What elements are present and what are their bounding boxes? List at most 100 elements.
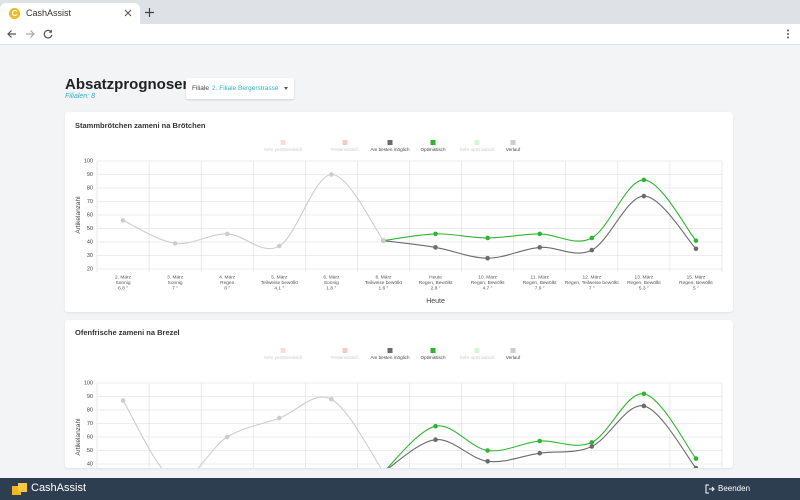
y-tick-label: 90 xyxy=(87,172,93,178)
x-tick-label: 7 ° xyxy=(172,285,178,291)
page-title: Absatzprognosen xyxy=(65,76,192,93)
x-tick-label: Regen, Bewölkt xyxy=(471,280,505,286)
x-tick-label: Regen, Bewölkt xyxy=(419,280,453,286)
legend-label[interactable]: Am besten möglich xyxy=(370,147,410,152)
chart-card: Stammbrötchen zameni na Brötchen Sehr pes… xyxy=(65,112,733,312)
legend-swatch xyxy=(387,140,393,145)
data-point xyxy=(537,450,543,456)
legend-label[interactable]: Sehr optimistisch xyxy=(460,147,495,152)
legend-label[interactable]: Sehr optimistisch xyxy=(460,355,495,360)
forward-button[interactable] xyxy=(25,29,35,39)
legend-swatch xyxy=(387,348,393,353)
data-point xyxy=(485,255,490,261)
x-tick-label: 3. März xyxy=(167,274,184,280)
new-tab[interactable] xyxy=(145,8,154,17)
data-point xyxy=(537,231,543,237)
x-tick-label: 4.1 ° xyxy=(274,285,284,291)
x-tick-label: 12. März xyxy=(582,274,601,280)
data-point xyxy=(224,434,230,440)
browser-toolbar xyxy=(0,24,800,45)
data-point xyxy=(641,193,647,199)
data-point xyxy=(381,238,386,243)
data-point xyxy=(172,241,178,246)
data-point xyxy=(485,448,490,453)
y-tick-label: 50 xyxy=(87,226,93,232)
legend-label[interactable]: Optimistisch xyxy=(420,355,445,360)
x-tick-label: 5.3 ° xyxy=(639,285,649,291)
x-tick-label: 1.8 ° xyxy=(326,285,336,291)
x-tick-label: 10. März xyxy=(478,274,497,280)
legend-swatch xyxy=(280,348,286,353)
legend-label[interactable]: Pessimistisch xyxy=(331,147,359,152)
data-point xyxy=(589,247,595,253)
chart: Ofenfrische zameni na Brezel Sehr pessimi… xyxy=(75,328,723,468)
y-tick-label: 40 xyxy=(87,461,93,467)
x-tick-label: 11. März xyxy=(531,274,550,280)
select-value: 2. Filiale Bergerstrasse xyxy=(212,85,279,92)
y-tick-label: 40 xyxy=(87,239,93,245)
legend-swatch xyxy=(430,348,436,353)
data-point xyxy=(589,440,595,445)
brand-logo xyxy=(12,483,27,495)
tab-close[interactable] xyxy=(124,9,132,17)
legend-label[interactable]: Am besten möglich xyxy=(370,355,410,360)
y-axis-title: Artikelanzahl xyxy=(75,196,82,234)
chart-title: Stammbrötchen zameni na Brötchen xyxy=(75,121,206,130)
data-point xyxy=(433,423,438,429)
browser-menu[interactable] xyxy=(786,29,790,39)
branch-select[interactable]: Filiale 2. Filiale Bergerstrasse xyxy=(186,78,294,99)
legend-swatch xyxy=(510,140,516,145)
data-point xyxy=(641,391,647,397)
y-tick-label: 70 xyxy=(87,199,93,205)
chart-card: Ofenfrische zameni na Brezel Sehr pessimi… xyxy=(65,320,733,468)
x-tick-label: 2.8 ° xyxy=(431,285,441,291)
x-tick-label: 5. März xyxy=(271,274,288,280)
legend-swatch xyxy=(430,140,436,145)
data-point xyxy=(329,396,334,402)
data-point xyxy=(485,235,490,241)
x-tick-label: 8 ° xyxy=(224,285,230,291)
data-point xyxy=(537,438,543,444)
data-point xyxy=(276,243,282,249)
x-tick-label: 7 ° xyxy=(589,285,595,291)
data-point xyxy=(120,218,126,223)
x-tick-label: 4. März xyxy=(219,274,236,280)
y-axis-title: Artikelanzahl xyxy=(75,418,82,456)
legend-label[interactable]: Verlauf xyxy=(506,147,521,152)
x-tick-label: Sonnig xyxy=(168,280,183,286)
x-tick-label: 15. März xyxy=(687,274,706,280)
y-tick-label: 100 xyxy=(84,158,93,164)
legend-label[interactable]: Sehr pessimistisch xyxy=(264,147,303,152)
x-tick-label: 7.9 ° xyxy=(535,285,545,291)
legend-swatch xyxy=(280,140,286,145)
data-point xyxy=(276,415,282,421)
data-point xyxy=(589,444,595,449)
x-tick-label: Regen, Teilweise bewölkt xyxy=(565,280,619,286)
reload-button[interactable] xyxy=(43,29,53,39)
data-point xyxy=(693,246,699,252)
data-point xyxy=(641,403,647,409)
browser-tab[interactable]: C CashAssist xyxy=(0,3,140,24)
data-point xyxy=(329,172,334,177)
plot-area xyxy=(120,172,699,261)
data-point xyxy=(224,231,230,237)
x-axis-title: Heute xyxy=(426,298,445,305)
data-point xyxy=(433,437,438,442)
legend-label[interactable]: Verlauf xyxy=(506,355,521,360)
y-tick-label: 60 xyxy=(87,434,93,440)
logout-button[interactable]: Beenden xyxy=(718,484,751,493)
legend-label[interactable]: Sehr pessimistisch xyxy=(264,355,303,360)
legend-label[interactable]: Pessimistisch xyxy=(331,355,359,360)
legend-label[interactable]: Optimistisch xyxy=(420,147,445,152)
x-tick-label: 8. März xyxy=(375,274,392,280)
data-point xyxy=(433,231,438,237)
y-tick-label: 50 xyxy=(87,448,93,454)
legend-swatch xyxy=(474,140,480,145)
tab-icon: C xyxy=(9,8,20,19)
data-point xyxy=(537,245,543,250)
legend-swatch xyxy=(342,140,348,145)
y-tick-label: 100 xyxy=(84,380,93,386)
y-tick-label: 20 xyxy=(87,266,93,272)
back-button[interactable] xyxy=(7,29,17,39)
